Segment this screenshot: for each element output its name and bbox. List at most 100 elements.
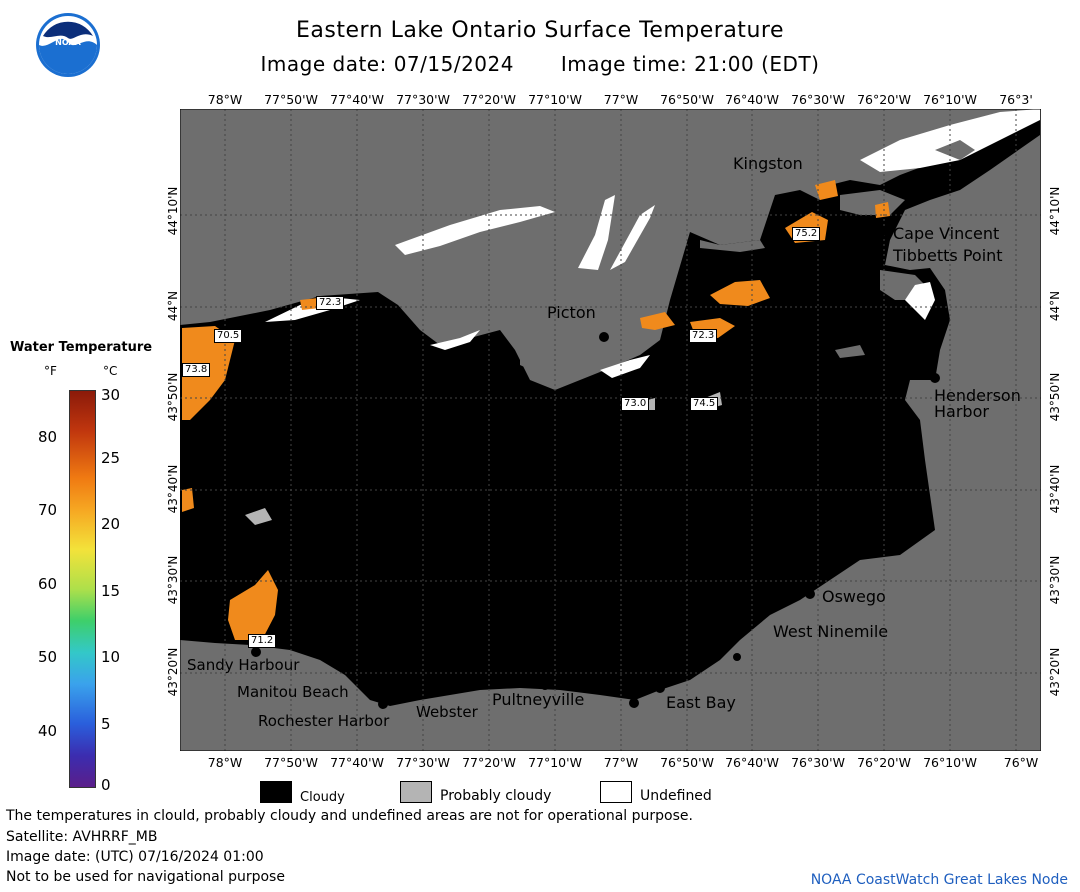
place-tibbetts-point: Tibbetts Point <box>893 246 1003 265</box>
lon-label: 76°30'W <box>791 92 845 107</box>
lon-label: 77°W <box>603 755 639 770</box>
key-probably-cloudy-label: Probably cloudy <box>440 788 552 804</box>
legend-unit-c: °C <box>103 364 118 378</box>
picton-peninsula <box>520 345 548 372</box>
image-subtitle: Image date: 07/15/2024 Image time: 21:00… <box>0 52 1080 76</box>
image-date: Image date: 07/15/2024 <box>260 52 514 76</box>
city-marker <box>876 227 886 237</box>
legend-c-tick: 15 <box>101 582 121 600</box>
lon-label: 77°30'W <box>396 755 450 770</box>
lon-label: 77°50'W <box>264 92 318 107</box>
lon-label: 76°20'W <box>857 755 911 770</box>
lon-label: 76°20'W <box>857 92 911 107</box>
lat-label: 43°30'N <box>166 555 180 605</box>
city-marker <box>251 647 261 657</box>
city-marker <box>629 698 639 708</box>
place-east-bay: East Bay <box>666 693 736 712</box>
city-marker <box>541 682 549 690</box>
temp-label: 75.2 <box>792 227 821 241</box>
key-probably-cloudy-swatch <box>400 781 432 803</box>
legend-f-tick: 50 <box>38 648 58 666</box>
city-marker <box>599 332 609 342</box>
temp-label: 73.8 <box>182 363 211 377</box>
lat-label: 44°N <box>1048 290 1062 322</box>
city-marker <box>930 373 940 383</box>
place-west-ninemile: West Ninemile <box>773 622 889 641</box>
lon-label: 76°50'W <box>660 92 714 107</box>
lat-label: 43°50'N <box>166 372 180 422</box>
lon-label: 77°W <box>603 92 639 107</box>
lon-label: 77°20'W <box>462 755 516 770</box>
place-webster: Webster <box>416 703 478 721</box>
city-marker <box>805 589 815 599</box>
lon-label: 77°20'W <box>462 92 516 107</box>
city-marker <box>378 699 388 709</box>
warm-water-areas <box>182 180 890 640</box>
lon-label: 76°30'W <box>791 755 845 770</box>
place-oswego: Oswego <box>822 587 886 606</box>
lat-label: 43°30'N <box>1048 555 1062 605</box>
credit-link[interactable]: NOAA CoastWatch Great Lakes Node <box>810 872 1068 888</box>
legend-c-tick: 25 <box>101 449 121 467</box>
lat-label: 43°40'N <box>1048 464 1062 514</box>
place-rochester-harbor: Rochester Harbor <box>258 712 390 730</box>
place-picton: Picton <box>547 303 596 322</box>
lon-label: 76°10'W <box>923 755 977 770</box>
legend-c-tick: 10 <box>101 648 121 666</box>
place-henderson-harbor-1: Henderson <box>934 386 1021 405</box>
temp-label: 73.0 <box>621 397 650 411</box>
lat-label: 43°40'N <box>166 464 180 514</box>
lon-label: 76°3' <box>999 92 1033 107</box>
legend-c-tick: 5 <box>101 715 111 733</box>
lon-label: 77°10'W <box>528 92 582 107</box>
legend-c-tick: 0 <box>101 776 111 794</box>
city-marker <box>733 653 741 661</box>
key-cloudy-label: Cloudy <box>300 790 345 805</box>
place-kingston: Kingston <box>733 154 803 173</box>
lat-label: 44°10'N <box>1048 186 1062 236</box>
legend-f-tick: 70 <box>38 501 58 519</box>
legend-c-tick: 30 <box>101 386 121 404</box>
lon-label: 77°30'W <box>396 92 450 107</box>
lon-label: 76°W <box>1003 755 1039 770</box>
lon-label: 76°40'W <box>725 755 779 770</box>
legend-f-tick: 60 <box>38 575 58 593</box>
noaa-logo: NOAA <box>35 12 101 78</box>
graticule <box>180 109 1041 751</box>
lon-label: 76°50'W <box>660 755 714 770</box>
temp-label: 71.2 <box>248 634 277 648</box>
city-marker <box>655 683 665 693</box>
temp-label: 74.5 <box>690 397 719 411</box>
color-scale-bar <box>69 390 96 788</box>
lat-label: 44°N <box>166 290 180 322</box>
place-manitou-beach: Manitou Beach <box>237 683 349 701</box>
galloo-island <box>835 345 865 358</box>
key-undefined-swatch <box>600 781 632 803</box>
lat-label: 43°20'N <box>1048 647 1062 697</box>
temp-label: 72.3 <box>316 296 345 310</box>
lat-label: 43°20'N <box>166 647 180 697</box>
footer-navigation-warning: Not to be used for navigational purpose <box>6 869 285 885</box>
place-pultneyville: Pultneyville <box>492 690 585 709</box>
lon-label: 77°40'W <box>330 92 384 107</box>
key-cloudy-swatch <box>260 781 292 803</box>
legend-title: Water Temperature <box>10 340 153 355</box>
lake-map <box>180 109 1041 751</box>
lat-label: 44°10'N <box>166 186 180 236</box>
legend-f-tick: 80 <box>38 428 58 446</box>
lon-label: 77°10'W <box>528 755 582 770</box>
footer-satellite: Satellite: AVHRRF_MB <box>6 829 158 845</box>
lon-label: 77°50'W <box>264 755 318 770</box>
noaa-logo-text: NOAA <box>55 38 81 47</box>
lon-label: 77°40'W <box>330 755 384 770</box>
temp-label: 72.3 <box>689 329 718 343</box>
image-time: Image time: 21:00 (EDT) <box>560 52 820 76</box>
city-marker <box>871 249 881 259</box>
place-henderson-harbor-2: Harbor <box>934 402 989 421</box>
legend-c-tick: 20 <box>101 515 121 533</box>
footer-disclaimer: The temperatures in clould, probably clo… <box>6 808 693 824</box>
lon-label: 78°W <box>207 755 243 770</box>
lon-label: 78°W <box>207 92 243 107</box>
lon-label: 76°10'W <box>923 92 977 107</box>
temp-label: 70.5 <box>214 329 243 343</box>
